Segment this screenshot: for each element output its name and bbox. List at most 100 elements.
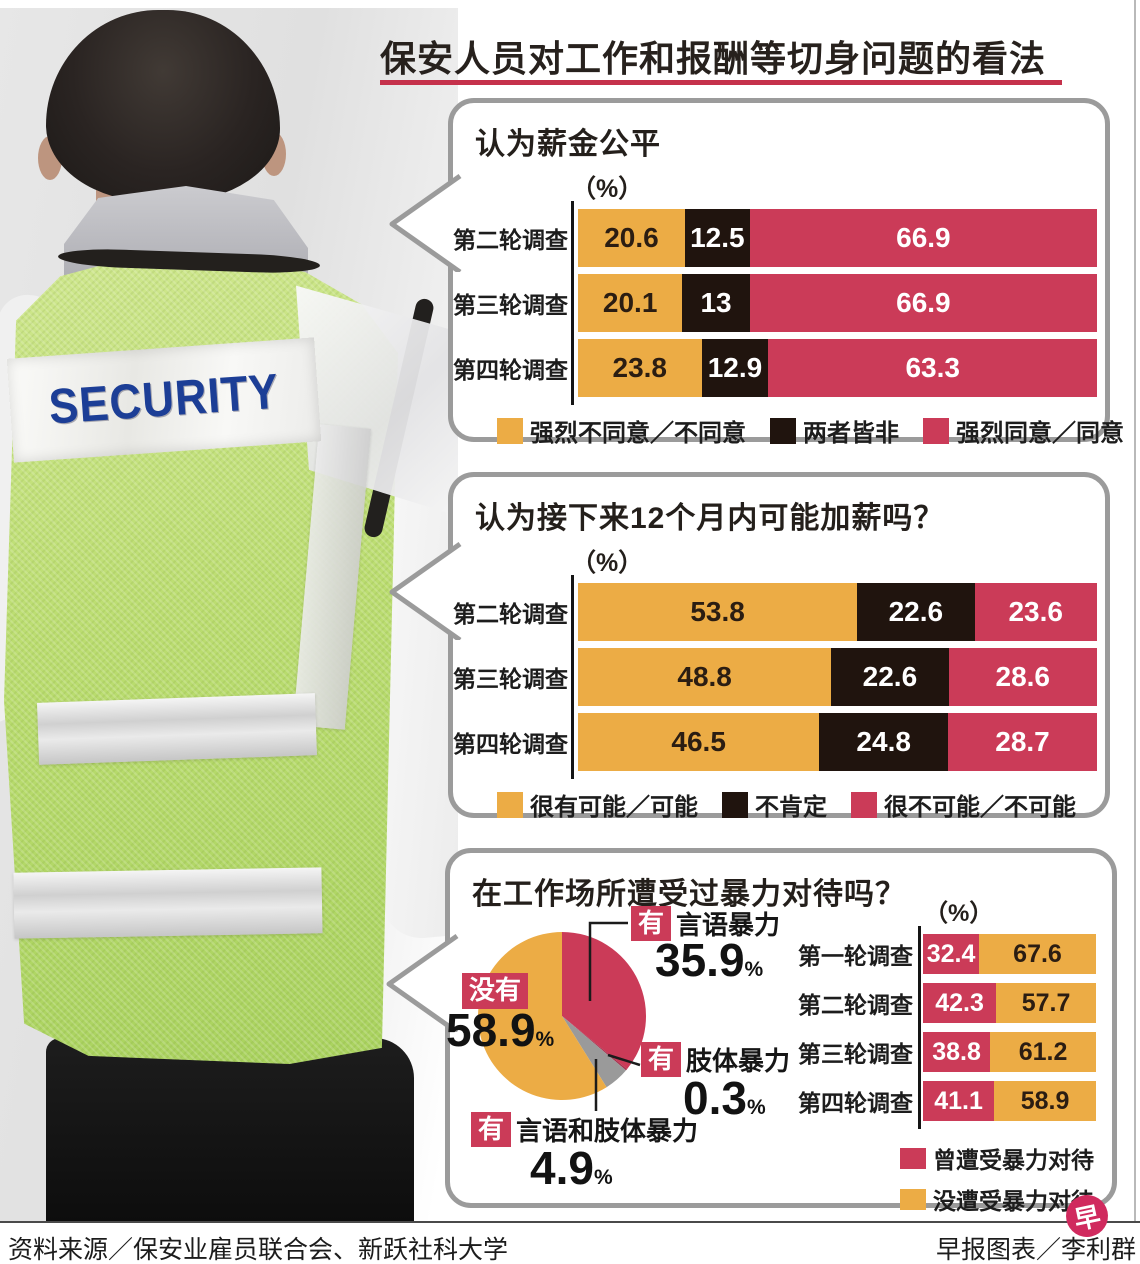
bar-segment: 38.8 [923, 1032, 991, 1072]
chart-row: 第四轮调查 41.1 58.9 [798, 1081, 1096, 1121]
pie-value-verbal: 35.9% [655, 934, 764, 986]
bar-segment: 23.6 [974, 583, 1097, 641]
bar-segment: 22.6 [857, 583, 975, 641]
page-right-border [1134, 0, 1136, 1221]
row-label: 第四轮调查 [798, 1090, 913, 1116]
bar-segment: 63.3 [768, 339, 1097, 397]
graphic-credit: 早报图表／李利群 [935, 1236, 1136, 1264]
panel-salary-fairness: 认为薪金公平 （%） 第二轮调查 20.6 12.5 66.9 第三轮调查 20.1 13 6… [389, 98, 1124, 447]
no-tag: 没有 [462, 973, 529, 1009]
stacked-bar-chart: 第二轮调查 20.6 12.5 66.9 第三轮调查 20.1 13 66.9 第四轮调查 23.… [453, 209, 1097, 397]
pie-label-verbal: 有 言语暴力 [631, 905, 780, 942]
chart-title: 在工作场所遭受过暴力对待吗？ [472, 878, 906, 911]
legend-item: 很不可能／不可能 [851, 787, 1076, 822]
row-label: 第二轮调查 [453, 601, 568, 627]
source-credit: 资料来源／保安业雇员联合会、新跃社科大学 [8, 1236, 509, 1264]
chart-body: 第二轮调查 20.6 12.5 66.9 第三轮调查 20.1 13 66.9 第四轮调查 23.… [453, 201, 1097, 405]
panel-workplace-violence: 在工作场所遭受过暴力对待吗？ 有 言语暴力 35.9% 没有 58.9% 有 肢… [386, 848, 1117, 1214]
footer-divider [0, 1221, 1140, 1223]
pie-label-text: 言语和肢体暴力 [516, 1116, 699, 1146]
legend-chip [851, 791, 877, 818]
bar-segment: 32.4 [923, 934, 980, 974]
yes-tag: 有 [641, 1041, 682, 1078]
legend-chip [497, 791, 523, 818]
bar-segment: 61.2 [990, 1032, 1096, 1072]
chart-title: 认为接下来12个月内可能加薪吗？ [475, 502, 945, 535]
bar-segment: 20.1 [578, 274, 683, 332]
stacked-bar-chart: 第一轮调查 32.4 67.6 第二轮调查 42.3 57.7 第三轮调查 38.8 61.2 第… [798, 934, 1096, 1121]
title-underline [380, 80, 1062, 85]
legend-item: 很有可能／可能 [497, 787, 698, 822]
row-label: 第四轮调查 [453, 731, 568, 757]
bar-segment: 66.9 [749, 209, 1097, 267]
chart-row: 第一轮调查 32.4 67.6 [798, 934, 1096, 974]
chart-body: 第二轮调查 53.8 22.6 23.6 第三轮调查 48.8 22.6 28.6 第四轮调查 4… [453, 575, 1097, 779]
bar-segment: 22.6 [831, 648, 949, 706]
legend-chip [722, 791, 748, 818]
pie-label-none: 没有 [462, 973, 529, 1009]
pie-label-physical: 有 肢体暴力 [641, 1041, 790, 1078]
legend-item: 强烈同意／同意 [923, 413, 1124, 448]
chart-row: 第二轮调查 20.6 12.5 66.9 [453, 209, 1097, 267]
chart-title: 认为薪金公平 [475, 128, 661, 161]
legend-label: 很有可能／可能 [530, 794, 698, 821]
chart-row: 第四轮调查 46.5 24.8 28.7 [453, 713, 1097, 771]
security-label-strip: SECURITY [6, 337, 322, 463]
chart-legend: 很有可能／可能 不肯定 很不可能／不可能 [497, 787, 1105, 822]
speech-tail-icon [386, 933, 459, 1032]
yes-tag: 有 [471, 1111, 512, 1148]
bar-segment: 12.5 [684, 209, 750, 267]
chart-axis [571, 201, 574, 405]
legend-chip [900, 1147, 926, 1169]
row-bars: 42.3 57.7 [923, 983, 1096, 1023]
row-label: 第二轮调查 [453, 227, 568, 253]
row-label: 第三轮调查 [453, 666, 568, 692]
row-bars: 20.6 12.5 66.9 [578, 209, 1097, 267]
pie-slice [562, 1016, 626, 1088]
legend-item: 强烈不同意／不同意 [497, 413, 746, 448]
row-bars: 48.8 22.6 28.6 [578, 648, 1097, 706]
chart-row: 第三轮调查 38.8 61.2 [798, 1032, 1096, 1072]
pie-label-text: 肢体暴力 [686, 1046, 791, 1076]
bar-segment: 66.9 [749, 274, 1097, 332]
vest-reflective-strip-1 [37, 693, 317, 765]
guard-trousers [46, 1038, 414, 1221]
chart-legend: 强烈不同意／不同意 两者皆非 强烈同意／同意 [497, 413, 1124, 448]
legend-label: 曾遭受暴力对待 [933, 1147, 1094, 1173]
bar-segment: 24.8 [819, 713, 949, 771]
row-bars: 32.4 67.6 [923, 934, 1096, 974]
pie-value-verbal-and-physical: 4.9% [530, 1142, 613, 1194]
row-bars: 46.5 24.8 28.7 [578, 713, 1097, 771]
legend-chip [923, 417, 949, 444]
row-label: 第三轮调查 [453, 292, 568, 318]
row-label: 第一轮调查 [798, 943, 913, 969]
yes-tag: 有 [631, 905, 672, 942]
bar-segment: 28.6 [948, 648, 1097, 706]
row-bars: 23.8 12.9 63.3 [578, 339, 1097, 397]
percent-unit-label: （%） [571, 175, 644, 203]
percent-unit-label: （%） [924, 900, 994, 927]
guard-hair [46, 10, 280, 202]
row-label: 第四轮调查 [453, 357, 568, 383]
chart-row: 第三轮调查 20.1 13 66.9 [453, 274, 1097, 332]
stacked-bar-chart: 第二轮调查 53.8 22.6 23.6 第三轮调查 48.8 22.6 28.6 第四轮调查 4… [453, 583, 1097, 771]
legend-item: 不肯定 [722, 787, 827, 822]
speech-tail-icon [389, 541, 462, 640]
bar-segment: 23.8 [578, 339, 702, 397]
percent-unit-label: （%） [571, 549, 644, 577]
chart-axis [918, 926, 921, 1129]
security-label-text: SECURITY [47, 364, 281, 435]
row-bars: 20.1 13 66.9 [578, 274, 1097, 332]
pie-label-verbal-and-physical: 有 言语和肢体暴力 [471, 1111, 698, 1148]
bar-segment: 28.7 [948, 713, 1097, 771]
bar-segment: 12.9 [701, 339, 769, 397]
violence-rounds-chart: （%） 第一轮调查 32.4 67.6 第二轮调查 42.3 57.7 第三轮调查 38.8 6… [798, 893, 1104, 1129]
legend-chip [770, 417, 796, 444]
chart-axis [571, 575, 574, 779]
legend-chip [900, 1188, 926, 1210]
bar-segment: 42.3 [923, 983, 997, 1023]
legend-label: 两者皆非 [803, 420, 899, 447]
page-title: 保安人员对工作和报酬等切身问题的看法 [380, 38, 1047, 79]
bar-segment: 48.8 [578, 648, 832, 706]
chart-row: 第三轮调查 48.8 22.6 28.6 [453, 648, 1097, 706]
